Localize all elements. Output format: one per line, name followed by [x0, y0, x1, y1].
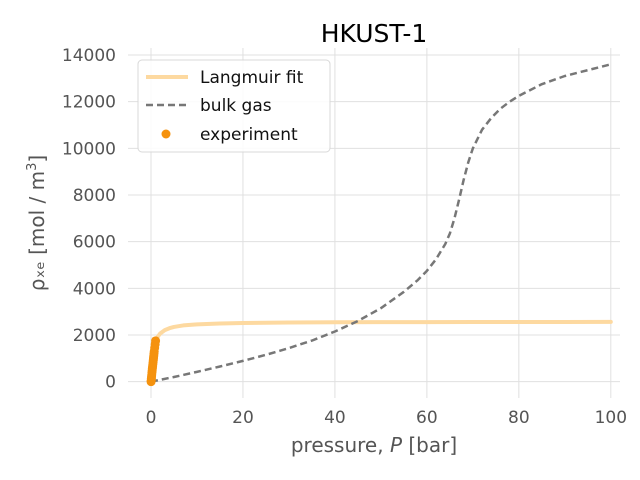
y-axis-label: ρₓₑ [mol / m3] — [25, 155, 49, 291]
legend: Langmuir fit bulk gas experiment — [137, 59, 331, 153]
y-tick-label: 0 — [105, 373, 116, 393]
y-tick-label: 12000 — [62, 93, 116, 113]
y-tick-label: 6000 — [73, 233, 116, 253]
series-line-langmuir-fit — [148, 319, 613, 384]
legend-label-experiment: experiment — [200, 125, 298, 145]
y-tick-label: 8000 — [73, 186, 116, 206]
legend-label-bulk-gas: bulk gas — [200, 96, 272, 116]
series-layer — [146, 63, 613, 387]
data-point-experiment — [151, 336, 161, 346]
x-tick-label: 20 — [232, 408, 254, 428]
legend-swatch-experiment — [161, 129, 171, 139]
x-tick-labels: 0 20 40 60 80 100 — [146, 408, 627, 428]
y-tick-label: 4000 — [73, 279, 116, 299]
x-axis-label: pressure, P [bar] — [291, 433, 457, 457]
series-line-bulk-gas — [150, 63, 612, 383]
x-tick-label: 80 — [508, 408, 530, 428]
y-tick-label: 10000 — [62, 139, 116, 159]
legend-box — [137, 59, 331, 153]
chart-title: HKUST-1 — [321, 19, 428, 48]
x-tick-label: 40 — [324, 408, 346, 428]
y-tick-label: 2000 — [73, 326, 116, 346]
x-tick-label: 0 — [146, 408, 157, 428]
legend-label-langmuir: Langmuir fit — [200, 68, 304, 88]
x-tick-label: 100 — [595, 408, 627, 428]
x-tick-label: 60 — [416, 408, 438, 428]
y-tick-label: 14000 — [62, 46, 116, 66]
y-tick-labels: 0 2000 4000 6000 8000 10000 12000 14000 — [62, 46, 116, 393]
